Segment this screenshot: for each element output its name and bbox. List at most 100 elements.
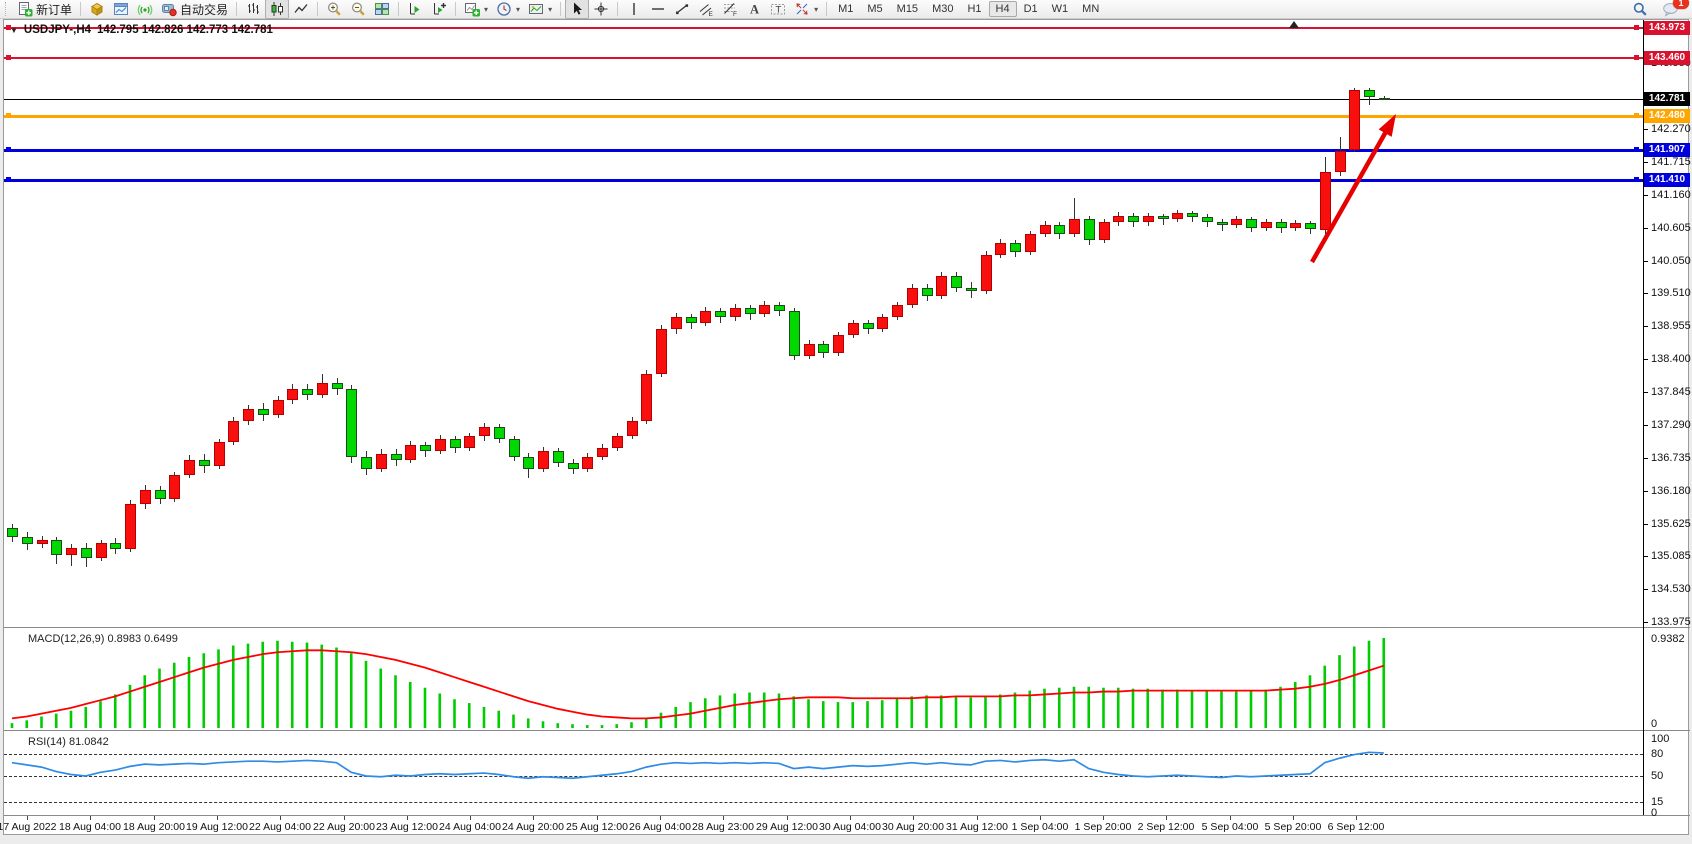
chart-shift-marker[interactable] — [1289, 21, 1299, 28]
timeframe-W1-button[interactable]: W1 — [1051, 3, 1069, 15]
timeframe-M15-button[interactable]: M15 — [896, 3, 919, 15]
price-level-line[interactable] — [4, 99, 1643, 100]
candle-wick — [1074, 198, 1075, 238]
bar-chart-mode-button[interactable] — [241, 0, 265, 19]
toolbar: 新订单 自动交易 ▾ ▾ ▾ E F A T ▾ M1 M5 M15 M30 H1 H4 D1 W1 MN 1 — [0, 0, 1692, 19]
line-end-marker[interactable] — [1634, 147, 1639, 152]
add-indicator-button[interactable]: ▾ — [460, 0, 492, 19]
price-tick — [1643, 326, 1648, 327]
step-forward-add-button[interactable] — [427, 0, 451, 19]
chevron-down-icon: ▾ — [484, 4, 489, 14]
line-end-marker[interactable] — [1634, 25, 1639, 30]
plus-chart-icon — [464, 1, 481, 17]
candle-bullish — [125, 504, 136, 550]
price-badge: 143.973 — [1644, 21, 1690, 35]
timeframe-D1-button[interactable]: D1 — [1023, 3, 1038, 15]
candle-bullish — [1142, 216, 1154, 223]
new-order-button[interactable]: 新订单 — [13, 0, 76, 19]
text-button[interactable]: A — [742, 0, 766, 19]
zoom-out-button[interactable] — [346, 0, 370, 19]
candle-bearish — [508, 439, 520, 457]
time-tick — [1293, 816, 1294, 820]
candle-bullish — [405, 445, 417, 460]
timeframe-M5-button[interactable]: M5 — [867, 3, 883, 15]
rsi-level-label: 80 — [1651, 748, 1664, 760]
candle-bullish — [995, 242, 1007, 255]
candlestick-mode-button[interactable] — [265, 0, 290, 19]
new-chart-window-button[interactable] — [109, 0, 133, 19]
candle-bullish — [1290, 223, 1302, 229]
price-tick-label: 139.510 — [1651, 287, 1691, 299]
autotrading-button[interactable]: 自动交易 — [157, 0, 232, 19]
time-tick — [913, 816, 914, 820]
price-level-line[interactable] — [4, 25, 1643, 30]
candle-bullish — [375, 453, 387, 469]
vertical-line-button[interactable] — [622, 0, 646, 19]
svg-text:A: A — [750, 3, 759, 17]
text-label-button[interactable]: T — [766, 0, 790, 19]
line-end-marker[interactable] — [1634, 113, 1639, 118]
price-level-line[interactable] — [4, 147, 1643, 152]
candle-bullish — [582, 456, 594, 469]
horizontal-line-button[interactable] — [646, 0, 670, 19]
toolbar-separator — [236, 2, 238, 16]
toolbar-separator — [455, 2, 457, 16]
cursor-button[interactable] — [565, 0, 590, 19]
chevron-down-icon: ▾ — [814, 4, 819, 14]
equidistant-channel-button[interactable]: E — [694, 0, 718, 19]
line-end-marker[interactable] — [6, 177, 11, 182]
line-chart-mode-button[interactable] — [289, 0, 313, 19]
price-level-line[interactable] — [4, 113, 1643, 118]
timeframe-H4-button[interactable]: H4 — [988, 1, 1017, 17]
candle-bullish — [670, 317, 682, 330]
chevron-down-icon: ▾ — [516, 4, 521, 14]
time-tick — [217, 816, 218, 820]
candle-bearish — [331, 382, 343, 389]
notification-badge: 1 — [1673, 0, 1689, 9]
market-watch-button[interactable] — [85, 0, 109, 19]
zoom-in-button[interactable] — [322, 0, 346, 19]
price-tick-label: 137.290 — [1651, 419, 1691, 431]
price-level-line[interactable] — [4, 177, 1643, 182]
trendline-button[interactable] — [670, 0, 694, 19]
time-label: 29 Aug 12:00 — [756, 821, 818, 833]
rsi-indicator-label: RSI(14) 81.0842 — [28, 736, 109, 748]
autotrading-label: 自动交易 — [180, 2, 229, 17]
line-end-marker[interactable] — [6, 25, 11, 30]
line-end-marker[interactable] — [1634, 177, 1639, 182]
line-end-marker[interactable] — [1634, 55, 1639, 60]
crosshair-button[interactable] — [589, 0, 613, 19]
step-forward-button[interactable] — [403, 0, 427, 19]
candle-bullish — [139, 489, 151, 505]
candle-bearish — [1246, 219, 1257, 229]
fibonacci-button[interactable]: F — [718, 0, 742, 19]
price-tick — [1643, 293, 1648, 294]
price-level-line[interactable] — [4, 55, 1643, 60]
time-tick — [1040, 816, 1041, 820]
signals-button[interactable] — [133, 0, 157, 19]
candle-bullish — [803, 344, 815, 356]
notifications-button[interactable]: 1 — [1658, 0, 1689, 19]
candle-bearish — [1378, 97, 1390, 100]
timeframe-M1-button[interactable]: M1 — [838, 3, 854, 15]
line-end-marker[interactable] — [6, 147, 11, 152]
timeframe-H1-button[interactable]: H1 — [967, 3, 982, 15]
search-button[interactable] — [1628, 0, 1652, 19]
candle-bullish — [434, 439, 446, 451]
templates-button[interactable]: ▾ — [524, 0, 556, 19]
symbol-dropdown-icon[interactable]: ▼ — [10, 25, 18, 35]
candle-bullish — [169, 474, 181, 499]
line-end-marker[interactable] — [6, 55, 11, 60]
time-tick — [977, 816, 978, 820]
candle-bearish — [1216, 222, 1228, 226]
pane-separator — [4, 730, 1690, 731]
timeframe-M30-button[interactable]: M30 — [932, 3, 954, 15]
timeframe-MN-button[interactable]: MN — [1082, 3, 1100, 15]
price-tick — [1643, 524, 1648, 525]
auto-arrange-button[interactable] — [370, 0, 394, 19]
time-tick — [344, 816, 345, 820]
candle-bullish — [243, 409, 254, 422]
periods-button[interactable]: ▾ — [492, 0, 524, 19]
line-end-marker[interactable] — [6, 113, 11, 118]
arrows-button[interactable]: ▾ — [790, 0, 822, 19]
